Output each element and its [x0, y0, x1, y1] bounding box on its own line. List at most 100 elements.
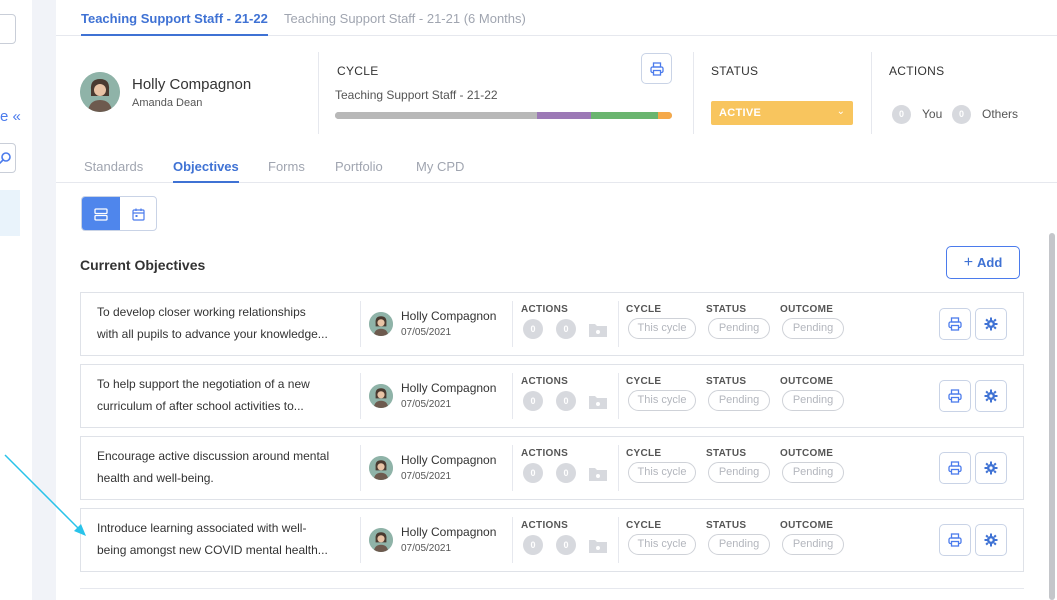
status-value: ACTIVE	[719, 107, 762, 119]
print-button[interactable]	[641, 53, 672, 84]
user-subtitle: Amanda Dean	[132, 97, 203, 109]
sidebar-search-button[interactable]	[0, 143, 16, 173]
action-count-badge: 0	[523, 319, 543, 339]
gear-icon	[984, 461, 998, 475]
objective-row[interactable]: Introduce learning associated with well-…	[80, 508, 1024, 572]
sidebar: e «	[0, 0, 32, 600]
gear-icon	[984, 317, 998, 331]
objective-row[interactable]: To develop closer working relationships w…	[80, 292, 1024, 356]
divider	[618, 301, 619, 347]
objective-row[interactable]: To help support the negotiation of a new…	[80, 364, 1024, 428]
outcome-pill: Pending	[782, 534, 844, 555]
objective-date: 07/05/2021	[401, 399, 452, 410]
add-label: Add	[977, 254, 1003, 270]
user-name: Holly Compagnon	[132, 76, 252, 93]
cycle-pill: This cycle	[628, 318, 696, 339]
printer-icon	[948, 461, 962, 475]
sidebar-collapse-toggle[interactable]: e «	[0, 108, 21, 125]
print-objective-button[interactable]	[939, 308, 971, 340]
status-pill: Pending	[708, 462, 770, 483]
objective-line: with all pupils to advance your knowledg…	[97, 327, 328, 341]
avatar	[369, 456, 393, 480]
cycle-tabs: Teaching Support Staff - 21-22 Teaching …	[56, 0, 1057, 36]
status-column-label: STATUS	[706, 376, 747, 387]
add-objective-button[interactable]: + Add	[946, 246, 1020, 279]
calendar-view-button[interactable]	[120, 197, 156, 230]
divider	[693, 52, 694, 134]
printer-icon	[948, 389, 962, 403]
cycle-column-label: CYCLE	[626, 520, 662, 531]
evidence-folder-button[interactable]	[588, 538, 608, 559]
scrollbar[interactable]	[1049, 233, 1055, 600]
cycle-column-label: CYCLE	[626, 304, 662, 315]
outcome-pill: Pending	[782, 390, 844, 411]
tab-objectives[interactable]: Objectives	[173, 159, 239, 183]
objective-line: To help support the negotiation of a new	[97, 377, 310, 391]
main-panel: Teaching Support Staff - 21-22 Teaching …	[56, 0, 1057, 600]
gear-icon	[984, 533, 998, 547]
divider	[618, 517, 619, 563]
objective-date: 07/05/2021	[401, 543, 452, 554]
objective-settings-button[interactable]	[975, 452, 1007, 484]
cycle-progress-segment	[658, 112, 672, 119]
tab-teaching-support-21-22[interactable]: Teaching Support Staff - 21-22	[81, 11, 268, 36]
evidence-folder-button[interactable]	[588, 394, 608, 415]
sidebar-active-item[interactable]	[0, 190, 20, 236]
outcome-pill: Pending	[782, 462, 844, 483]
you-label: You	[922, 107, 943, 121]
cycle-name: Teaching Support Staff - 21-22	[335, 88, 498, 102]
status-column-label: STATUS	[706, 304, 747, 315]
tab-portfolio[interactable]: Portfolio	[335, 159, 383, 174]
list-view-button[interactable]	[82, 197, 120, 230]
objective-date: 07/05/2021	[401, 471, 452, 482]
cycle-pill: This cycle	[628, 462, 696, 483]
section-title: Current Objectives	[80, 257, 206, 273]
objective-settings-button[interactable]	[975, 524, 1007, 556]
divider	[360, 373, 361, 419]
cycle-progress-segment	[537, 112, 592, 119]
divider	[360, 301, 361, 347]
annotation-arrow-icon	[4, 454, 86, 536]
objective-date: 07/05/2021	[401, 327, 452, 338]
objective-row[interactable]: Encourage active discussion around menta…	[80, 436, 1024, 500]
search-icon	[0, 152, 11, 165]
print-objective-button[interactable]	[939, 380, 971, 412]
objective-description[interactable]: Introduce learning associated with well-…	[97, 517, 355, 561]
calendar-icon	[132, 208, 145, 221]
objective-settings-button[interactable]	[975, 308, 1007, 340]
print-objective-button[interactable]	[939, 452, 971, 484]
status-column-label: STATUS	[706, 448, 747, 459]
plus-icon: +	[963, 253, 974, 271]
tab-my-cpd[interactable]: My CPD	[416, 159, 465, 174]
outcome-pill: Pending	[782, 318, 844, 339]
objective-owner: Holly Compagnon	[401, 309, 497, 323]
folder-icon	[589, 324, 607, 337]
evidence-folder-button[interactable]	[588, 322, 608, 343]
print-objective-button[interactable]	[939, 524, 971, 556]
objective-line: being amongst new COVID mental health...	[97, 543, 328, 557]
cycle-progress-segment	[335, 112, 538, 119]
tab-teaching-support-21-21[interactable]: Teaching Support Staff - 21-21 (6 Months…	[284, 11, 526, 26]
status-dropdown[interactable]: ACTIVE ⌄	[711, 101, 853, 125]
objective-owner: Holly Compagnon	[401, 525, 497, 539]
objective-description[interactable]: To develop closer working relationships w…	[97, 301, 355, 345]
objective-line: health and well-being.	[97, 471, 214, 485]
sidebar-input-box[interactable]	[0, 14, 16, 44]
objective-description[interactable]: To help support the negotiation of a new…	[97, 373, 355, 417]
action-count-badge: 0	[523, 535, 543, 555]
cycle-pill: This cycle	[628, 390, 696, 411]
actions-column-label: ACTIONS	[521, 448, 569, 459]
objective-settings-button[interactable]	[975, 380, 1007, 412]
outcome-column-label: OUTCOME	[780, 304, 834, 315]
tab-forms[interactable]: Forms	[268, 159, 305, 174]
action-count-badge: 0	[523, 391, 543, 411]
divider	[618, 445, 619, 491]
tab-standards[interactable]: Standards	[84, 159, 144, 174]
objective-line: Introduce learning associated with well-	[97, 521, 307, 535]
outcome-column-label: OUTCOME	[780, 520, 834, 531]
action-count-badge: 0	[556, 319, 576, 339]
objective-description[interactable]: Encourage active discussion around menta…	[97, 445, 355, 489]
evidence-folder-button[interactable]	[588, 466, 608, 487]
user-avatar	[80, 72, 120, 112]
actions-label: ACTIONS	[889, 64, 945, 78]
